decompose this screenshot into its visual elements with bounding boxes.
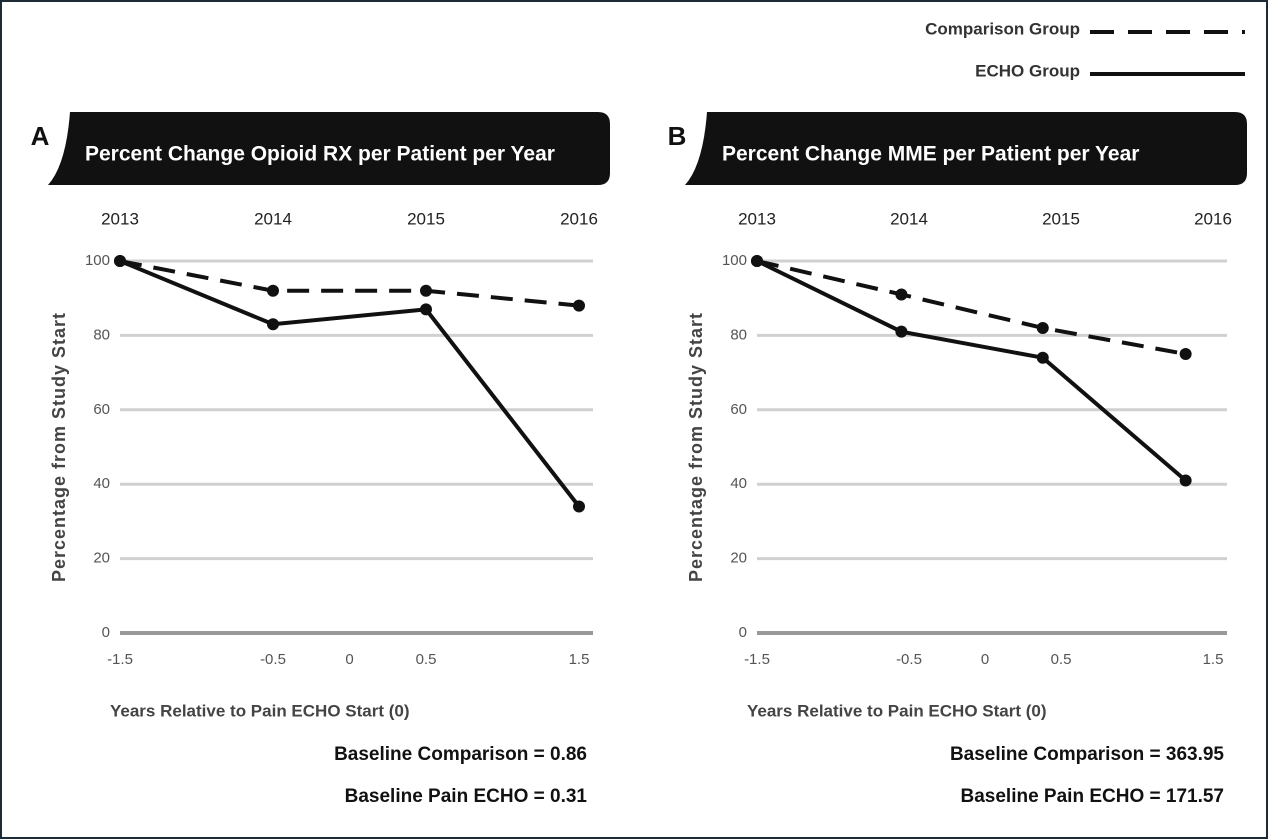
series-line <box>119 259 580 308</box>
legend-label: Comparison Group <box>925 19 1080 38</box>
data-point <box>573 299 585 312</box>
x-tick-label: 0 <box>345 651 353 668</box>
y-axis-label: Percentage from Study Start <box>49 312 69 582</box>
year-label: 2013 <box>101 209 139 228</box>
y-tick-label: 40 <box>93 475 110 492</box>
x-tick-label: 1.5 <box>1203 651 1224 668</box>
y-tick-label: 100 <box>722 252 747 269</box>
chart-title: Percent Change MME per Patient per Year <box>722 143 1139 166</box>
year-label: 2016 <box>1194 209 1232 228</box>
data-point <box>114 255 126 267</box>
data-point <box>267 284 279 297</box>
y-tick-label: 40 <box>730 475 747 492</box>
year-label: 2014 <box>890 209 928 228</box>
annotation: Baseline Comparison = 363.95 <box>950 744 1224 765</box>
data-point <box>573 500 585 513</box>
x-tick-label: 0.5 <box>1051 651 1072 668</box>
legend-label: ECHO Group <box>975 61 1080 80</box>
data-point <box>895 288 908 301</box>
series-line <box>756 259 1187 482</box>
x-axis-label: Years Relative to Pain ECHO Start (0) <box>747 701 1047 720</box>
year-label: 2014 <box>254 209 292 228</box>
annotation: Baseline Pain ECHO = 0.31 <box>345 786 588 807</box>
x-tick-label: -0.5 <box>260 651 286 668</box>
series-line <box>119 259 581 508</box>
series-line <box>756 259 1186 356</box>
year-label: 2013 <box>738 209 776 228</box>
title-banner <box>48 112 610 185</box>
panel-letter: B <box>668 121 687 151</box>
data-point <box>420 284 432 297</box>
data-point <box>420 303 432 316</box>
year-label: 2015 <box>1042 209 1080 228</box>
annotation: Baseline Comparison = 0.86 <box>334 744 587 765</box>
y-tick-label: 20 <box>93 550 110 567</box>
data-point <box>1179 348 1192 360</box>
data-point <box>895 325 908 338</box>
y-tick-label: 0 <box>102 624 110 641</box>
x-tick-label: -1.5 <box>107 651 133 668</box>
y-tick-label: 60 <box>93 401 110 418</box>
x-tick-label: 0 <box>981 651 989 668</box>
y-tick-label: 20 <box>730 550 747 567</box>
y-axis-label: Percentage from Study Start <box>686 312 706 582</box>
year-label: 2015 <box>407 209 445 228</box>
chart-title: Percent Change Opioid RX per Patient per… <box>85 143 555 166</box>
panel-letter: A <box>31 121 50 151</box>
y-tick-label: 80 <box>93 326 110 343</box>
data-point <box>267 318 279 331</box>
x-tick-label: 0.5 <box>416 651 437 668</box>
data-point <box>1179 474 1192 487</box>
y-tick-label: 0 <box>739 624 747 641</box>
y-tick-label: 60 <box>730 401 747 418</box>
annotation: Baseline Pain ECHO = 171.57 <box>961 786 1225 807</box>
data-point <box>1036 321 1049 334</box>
y-tick-label: 80 <box>730 326 747 343</box>
x-tick-label: -0.5 <box>896 651 922 668</box>
x-axis-label: Years Relative to Pain ECHO Start (0) <box>110 701 410 720</box>
y-tick-label: 100 <box>85 252 110 269</box>
x-tick-label: -1.5 <box>744 651 770 668</box>
data-point <box>751 255 763 267</box>
year-label: 2016 <box>560 209 598 228</box>
title-banner <box>685 112 1247 185</box>
data-point <box>1036 351 1049 364</box>
x-tick-label: 1.5 <box>569 651 590 668</box>
